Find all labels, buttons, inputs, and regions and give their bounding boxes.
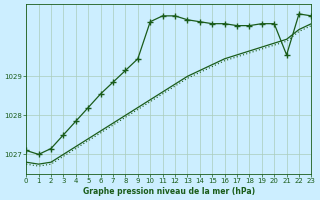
X-axis label: Graphe pression niveau de la mer (hPa): Graphe pression niveau de la mer (hPa) (83, 187, 255, 196)
